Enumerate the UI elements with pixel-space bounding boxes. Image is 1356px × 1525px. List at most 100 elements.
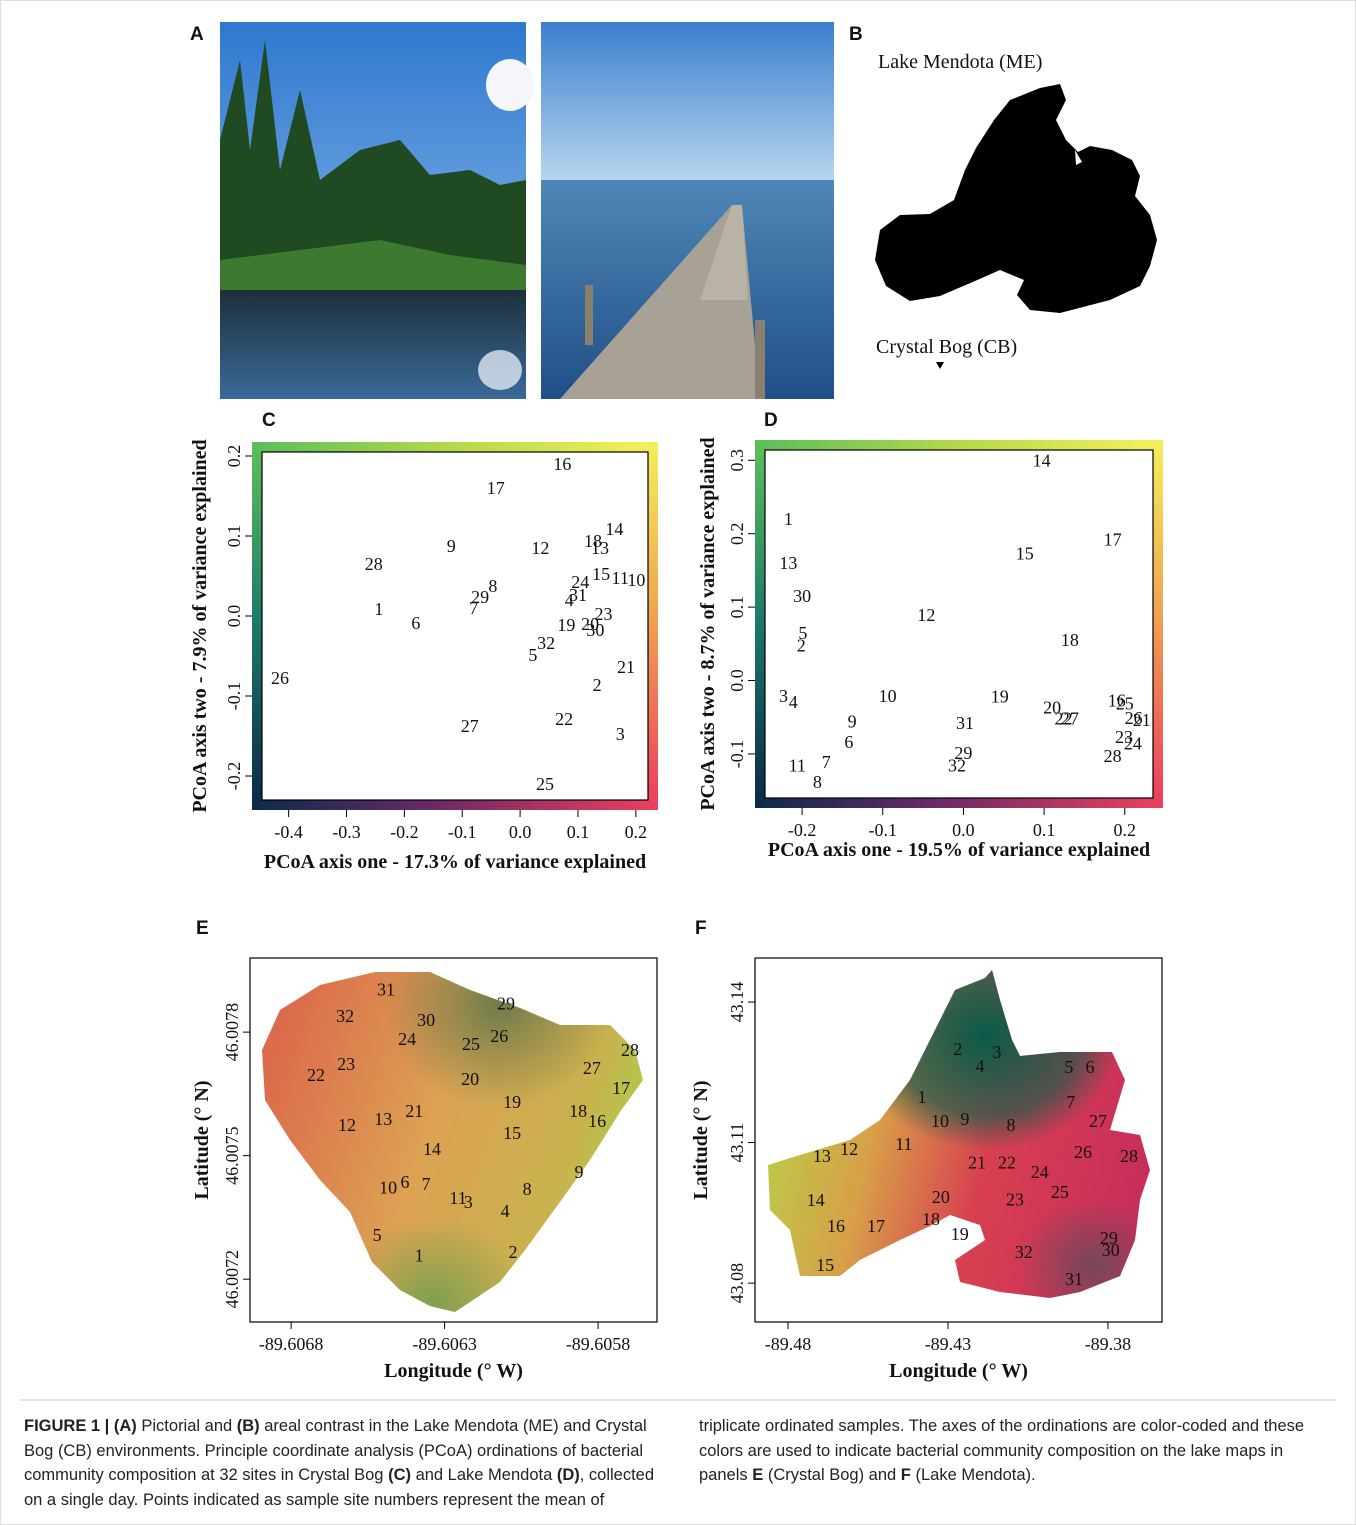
site-label: 26	[1074, 1142, 1092, 1162]
plot-frame	[754, 957, 1163, 1323]
site-label: 12	[840, 1139, 858, 1159]
site-label: 32	[537, 633, 555, 653]
caption-run: (Lake Mendota).	[910, 1466, 1036, 1484]
x-tick-label: 0.2	[1114, 820, 1137, 840]
site-label: 31	[377, 979, 395, 999]
plot-frame	[261, 451, 649, 801]
site-label: 18	[1061, 630, 1079, 650]
site-label: 14	[605, 519, 623, 539]
y-tick-label: 0.1	[727, 596, 747, 619]
site-label: 4	[501, 1201, 510, 1221]
site-label: 13	[779, 553, 797, 573]
site-label: 24	[1031, 1162, 1049, 1182]
crystal-bog-map	[262, 972, 643, 1312]
site-label: 26	[1125, 708, 1143, 728]
site-label: 16	[827, 1216, 845, 1236]
x-axis-label: Longitude (° W)	[889, 1360, 1028, 1382]
site-label: 19	[503, 1092, 521, 1112]
site-label: 31	[1065, 1269, 1083, 1289]
panel-letter: B	[849, 24, 863, 45]
site-label: 5	[528, 645, 537, 665]
site-label: 12	[917, 605, 935, 625]
lake-label: Lake Mendota (ME)	[878, 51, 1042, 73]
site-label: 19	[991, 687, 1009, 707]
x-tick-label: -89.38	[1085, 1334, 1132, 1354]
site-label: 25	[1051, 1182, 1069, 1202]
site-label: 26	[490, 1026, 508, 1046]
y-axis-label: PCoA axis two - 7.9% of variance explain…	[189, 439, 211, 812]
lake-mendota-map	[768, 970, 1150, 1298]
figure-caption: FIGURE 1 | (A) Pictorial and (B) areal c…	[24, 1414, 1336, 1512]
site-label: 6	[844, 732, 853, 752]
site-label: 20	[461, 1069, 479, 1089]
site-label: 18	[569, 1101, 587, 1121]
x-tick-label: 0.2	[625, 822, 648, 842]
site-label: 9	[575, 1162, 584, 1182]
site-label: 23	[1115, 727, 1133, 747]
site-label: 21	[405, 1101, 423, 1121]
site-label: 4	[565, 590, 574, 610]
site-label: 17	[1104, 530, 1122, 550]
x-tick-label: 0.1	[1033, 820, 1056, 840]
crystal-bog-shape	[936, 362, 944, 369]
x-tick-label: -0.4	[274, 822, 303, 842]
site-label: 7	[822, 752, 831, 772]
site-label: 20	[1043, 698, 1061, 718]
site-label: 24	[398, 1029, 416, 1049]
y-tick-label: 0.3	[727, 449, 747, 472]
site-label: 17	[612, 1078, 630, 1098]
caption-run: areal contrast in the Lake Mendota (ME) …	[24, 1417, 647, 1484]
site-label: 17	[487, 478, 505, 498]
panel-letter: A	[190, 24, 204, 45]
lake-label: Crystal Bog (CB)	[876, 336, 1017, 358]
site-label: 20	[581, 614, 599, 634]
site-label: 21	[1133, 710, 1151, 730]
y-tick-label: 46.0072	[222, 1250, 242, 1309]
lake-mendota-shape	[875, 84, 1157, 313]
site-label: 31	[569, 585, 587, 605]
site-label: 25	[462, 1034, 480, 1054]
site-label: 2	[797, 635, 806, 655]
site-label: 15	[503, 1123, 521, 1143]
caption-run: E	[752, 1466, 764, 1484]
site-label: 7	[469, 598, 478, 618]
site-label: 1	[784, 509, 793, 529]
site-label: 5	[1064, 1057, 1073, 1077]
site-label: 27	[1089, 1111, 1107, 1131]
site-label: 9	[848, 712, 857, 732]
site-label: 9	[447, 536, 456, 556]
caption-run: (B)	[236, 1417, 260, 1435]
caption-run: and Lake Mendota	[410, 1466, 557, 1484]
site-label: 17	[867, 1216, 885, 1236]
site-label: 28	[1104, 746, 1122, 766]
site-label: 10	[879, 686, 897, 706]
site-label: 20	[932, 1187, 950, 1207]
site-label: 16	[1108, 690, 1126, 710]
site-label: 27	[583, 1058, 601, 1078]
site-label: 4	[789, 692, 798, 712]
site-label: 31	[956, 713, 974, 733]
caption-run: FIGURE 1 | (A)	[24, 1417, 137, 1435]
x-tick-label: -0.1	[448, 822, 477, 842]
site-label: 12	[531, 538, 549, 558]
site-label: 11	[612, 568, 629, 588]
site-label: 9	[960, 1109, 969, 1129]
site-label: 15	[592, 564, 610, 584]
site-label: 8	[1006, 1115, 1015, 1135]
x-axis-label: PCoA axis one - 19.5% of variance explai…	[768, 839, 1150, 861]
site-label: 25	[1116, 693, 1134, 713]
site-label: 2	[593, 675, 602, 695]
site-label: 24	[1124, 734, 1142, 754]
site-label: 32	[1015, 1242, 1033, 1262]
x-tick-label: 0.0	[952, 820, 975, 840]
site-label: 11	[789, 756, 806, 776]
axis-color-bar	[755, 798, 1163, 808]
site-label: 2	[509, 1242, 518, 1262]
site-label: 25	[536, 774, 554, 794]
site-label: 29	[471, 587, 489, 607]
axis-color-bar	[765, 440, 1153, 450]
site-label: 27	[461, 716, 479, 736]
x-tick-label: -0.2	[788, 820, 817, 840]
axis-color-bar	[252, 442, 262, 800]
